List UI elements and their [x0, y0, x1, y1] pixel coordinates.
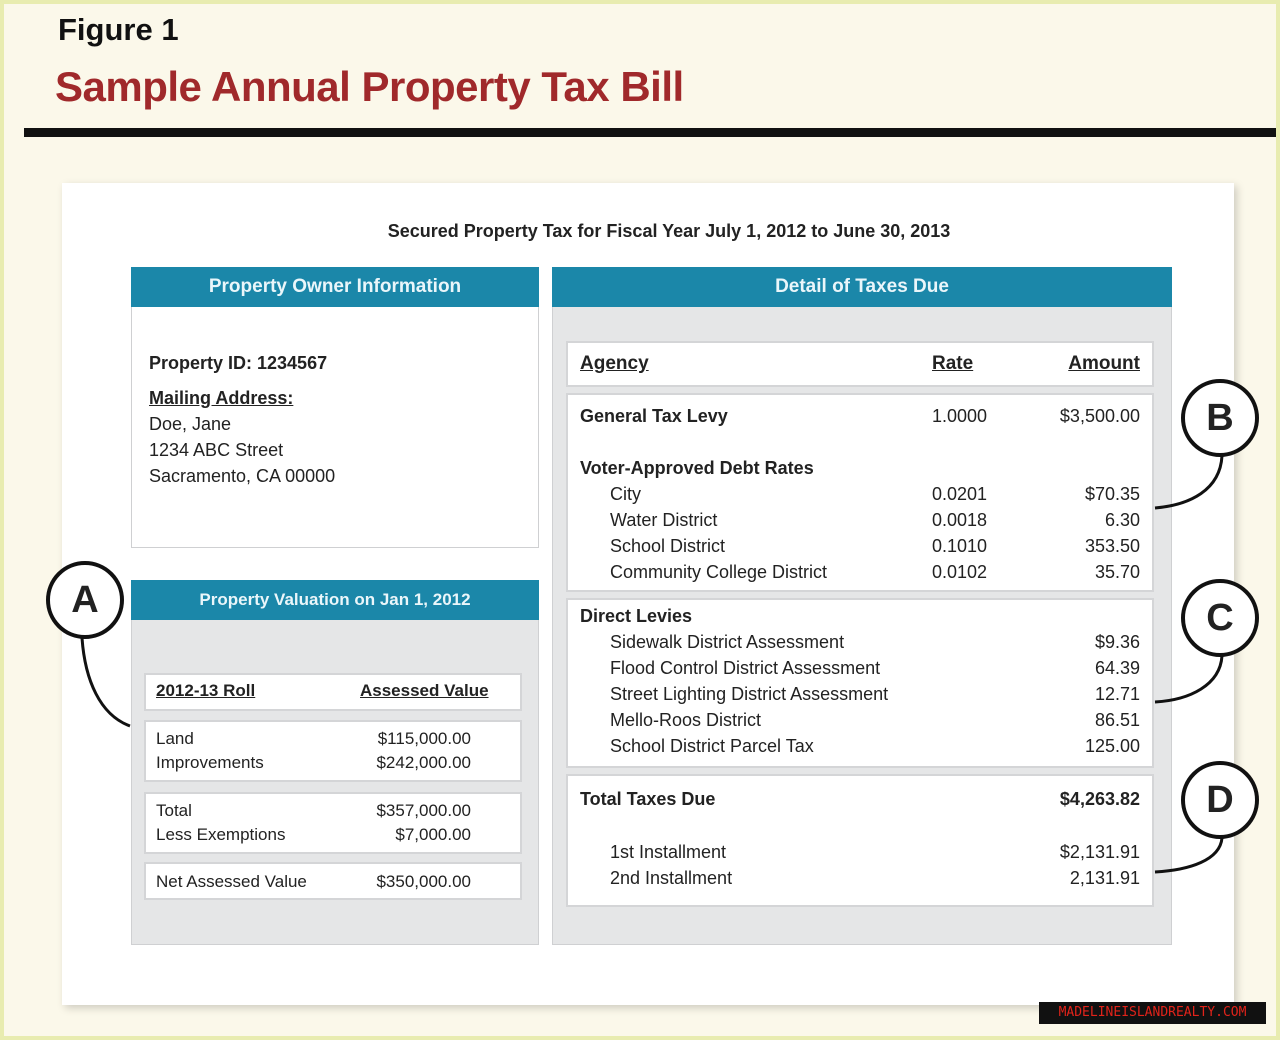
direct-row-amount: 12.71	[1094, 684, 1140, 704]
land-value: $115,000.00	[377, 729, 471, 748]
installment-2-label: 2nd Installment	[610, 868, 733, 888]
voter-row-rate: 0.0018	[932, 510, 988, 530]
voter-row-rate: 0.0201	[932, 484, 988, 504]
total-value: $357,000.00	[376, 801, 471, 820]
owner-city: Sacramento, CA 00000	[149, 466, 336, 486]
direct-row-label: School District Parcel Tax	[610, 736, 814, 756]
owner-panel	[131, 267, 539, 548]
direct-row-amount: $9.36	[1094, 632, 1140, 652]
callout-line-b	[1154, 455, 1224, 510]
figure-label: Figure 1	[58, 12, 179, 47]
agency-column-header: Agency	[580, 353, 649, 374]
callout-line-d	[1154, 837, 1224, 874]
total-due-amount: $4,263.82	[1059, 789, 1140, 809]
improvements-value: $242,000.00	[376, 753, 471, 772]
land-improvements-box	[144, 720, 522, 782]
amount-column-header: Amount	[1068, 353, 1140, 374]
voter-row-label: Water District	[610, 510, 718, 530]
owner-name: Doe, Jane	[149, 414, 232, 434]
roll-column-header: 2012-13 Roll	[156, 681, 256, 700]
installment-1-amount: $2,131.91	[1059, 842, 1140, 862]
title-rule	[24, 128, 1276, 137]
direct-row-label: Street Lighting District Assessment	[610, 684, 889, 704]
callout-b: B	[1181, 379, 1259, 457]
callout-c: C	[1181, 579, 1259, 657]
total-due-box	[566, 774, 1154, 907]
callout-line-c	[1154, 655, 1224, 704]
voter-row-amount: 353.50	[1084, 536, 1140, 556]
voter-row-label: Community College District	[610, 562, 828, 582]
direct-row-label: Sidewalk District Assessment	[610, 632, 845, 652]
improvements-label: Improvements	[156, 753, 264, 772]
taxes-col-header-box	[566, 341, 1154, 387]
direct-row-amount: 64.39	[1094, 658, 1140, 678]
mailing-label: Mailing Address:	[149, 388, 294, 408]
valuation-col-header-box	[144, 673, 522, 711]
owner-header: Property Owner Information	[131, 267, 539, 307]
land-label: Land	[156, 729, 194, 748]
total-due-label: Total Taxes Due	[580, 789, 716, 809]
bill-subtitle: Secured Property Tax for Fiscal Year Jul…	[387, 221, 951, 241]
net-value-value: $350,000.00	[376, 872, 471, 891]
direct-levies-label: Direct Levies	[580, 606, 693, 626]
voter-row-amount: 6.30	[1104, 510, 1140, 530]
installment-1-label: 1st Installment	[610, 842, 727, 862]
property-id: Property ID: 1234567	[149, 353, 328, 373]
owner-street: 1234 ABC Street	[149, 440, 284, 460]
general-levy-label: General Tax Levy	[580, 406, 728, 426]
net-value-box	[144, 862, 522, 900]
voter-approved-label: Voter-Approved Debt Rates	[580, 458, 814, 478]
direct-row-label: Flood Control District Assessment	[610, 658, 881, 678]
direct-levies-box	[566, 598, 1154, 768]
exemptions-value: $7,000.00	[395, 825, 471, 844]
general-levy-amount: $3,500.00	[1059, 406, 1140, 426]
voter-row-rate: 0.0102	[932, 562, 988, 582]
voter-row-amount: 35.70	[1094, 562, 1140, 582]
valuation-header: Property Valuation on Jan 1, 2012	[131, 580, 539, 620]
levy-box	[566, 393, 1154, 592]
callout-line-a	[80, 637, 131, 728]
total-box	[144, 792, 522, 854]
voter-row-rate: 0.1010	[932, 536, 988, 556]
general-levy-rate: 1.0000	[932, 406, 988, 426]
total-label: Total	[156, 801, 192, 820]
rate-column-header: Rate	[932, 353, 974, 374]
figure-title: Sample Annual Property Tax Bill	[55, 63, 684, 110]
direct-row-amount: 125.00	[1084, 736, 1140, 756]
voter-row-amount: $70.35	[1084, 484, 1140, 504]
direct-row-label: Mello-Roos District	[610, 710, 762, 730]
installment-2-amount: 2,131.91	[1069, 868, 1140, 888]
voter-row-label: School District	[610, 536, 726, 556]
exemptions-label: Less Exemptions	[156, 825, 286, 844]
watermark: MADELINEISLANDREALTY.COM	[1039, 1002, 1266, 1024]
taxes-header: Detail of Taxes Due	[552, 267, 1172, 307]
callout-a: A	[46, 561, 124, 639]
assessed-value-column-header: Assessed Value	[360, 681, 489, 700]
net-value-label: Net Assessed Value	[156, 872, 307, 891]
voter-row-label: City	[610, 484, 641, 504]
callout-d: D	[1181, 761, 1259, 839]
direct-row-amount: 86.51	[1094, 710, 1140, 730]
